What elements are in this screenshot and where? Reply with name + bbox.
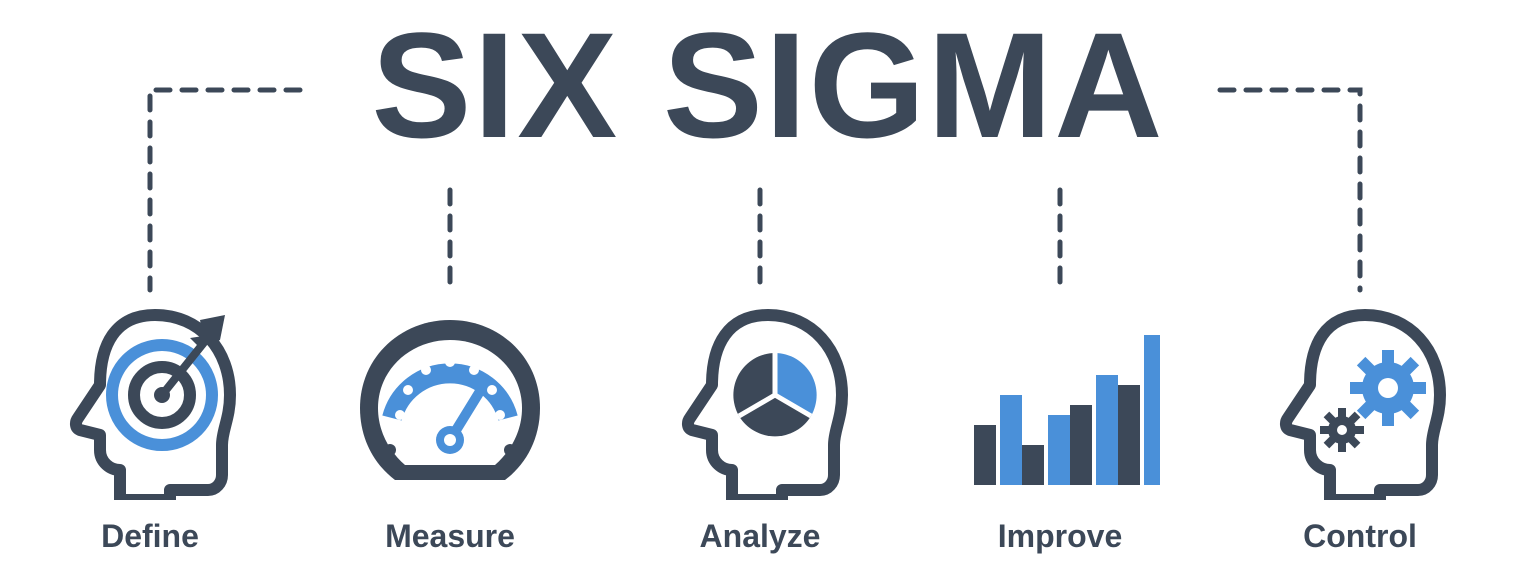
head-gears-icon (1260, 300, 1460, 500)
step-analyze-label: Analyze (660, 518, 860, 555)
bar-chart-icon (960, 300, 1160, 500)
step-improve-label: Improve (960, 518, 1160, 555)
head-target-icon (50, 300, 250, 500)
step-analyze: Analyze (660, 300, 860, 555)
head-piechart-icon (660, 300, 860, 500)
step-control: Control (1260, 300, 1460, 555)
step-measure-label: Measure (350, 518, 550, 555)
step-define-label: Define (50, 518, 250, 555)
step-improve: Improve (960, 300, 1160, 555)
gauge-icon (350, 300, 550, 500)
six-sigma-infographic: SIX SIGMA Define (0, 0, 1536, 584)
step-measure: Measure (350, 300, 550, 555)
step-control-label: Control (1260, 518, 1460, 555)
step-define: Define (50, 300, 250, 555)
